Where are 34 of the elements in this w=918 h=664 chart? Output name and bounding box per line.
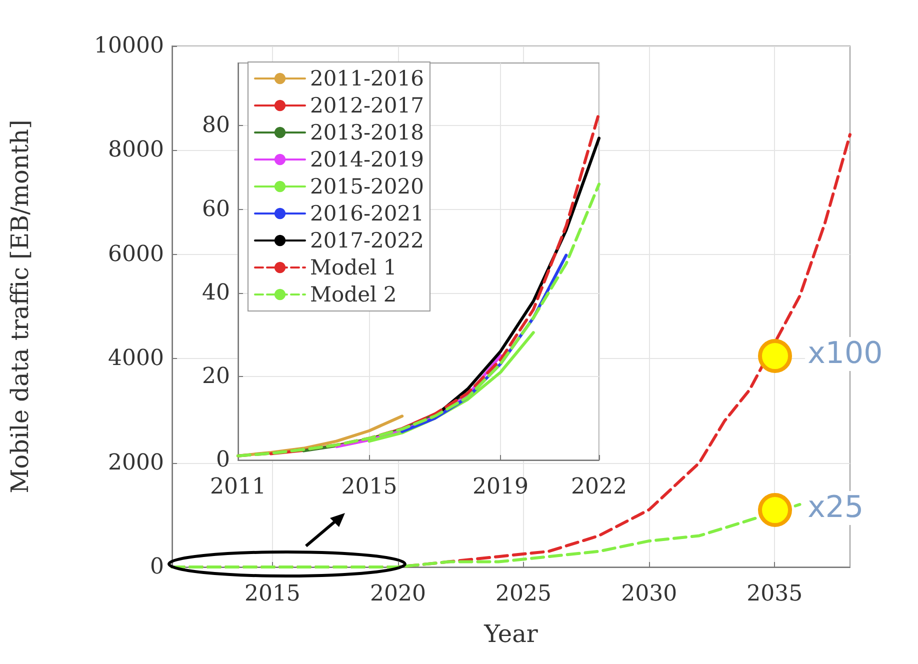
x-axis-title: Year bbox=[483, 620, 538, 648]
y-tick-label: 8000 bbox=[108, 138, 164, 163]
x-tick-label: 2015 bbox=[244, 582, 300, 606]
y-tick-label: 4000 bbox=[108, 346, 164, 372]
legend-label: 2011-2016 bbox=[310, 66, 424, 90]
y-axis-title: Mobile data traffic [EB/month] bbox=[6, 120, 34, 494]
x-tick-label: 2011 bbox=[210, 474, 266, 500]
line-series bbox=[170, 502, 802, 568]
x-tick-label: 2019 bbox=[472, 474, 529, 500]
y-tick-label: 60 bbox=[202, 196, 230, 222]
annotation: x100 bbox=[804, 336, 886, 371]
legend-label: 2014-2019 bbox=[310, 148, 424, 172]
x-tick-label: 2030 bbox=[621, 582, 678, 606]
y-tick-label: 20 bbox=[202, 364, 230, 389]
legend-label: 2017-2022 bbox=[310, 228, 424, 252]
x-tick-label: 2022 bbox=[571, 474, 628, 500]
x-tick-label: 2020 bbox=[370, 582, 426, 606]
legend-label: 2015-2020 bbox=[310, 174, 424, 198]
legend-label: 2013-2018 bbox=[310, 120, 424, 144]
legend-label: Model 2 bbox=[310, 282, 397, 306]
x-tick-label: 2035 bbox=[746, 582, 803, 606]
annotation: x25 bbox=[804, 490, 867, 525]
legend-label: Model 1 bbox=[310, 256, 397, 280]
x-tick-label: 2015 bbox=[341, 474, 398, 500]
y-tick-label: 2000 bbox=[108, 450, 164, 476]
legend-label: 2016-2021 bbox=[310, 202, 424, 226]
y-tick-label: 80 bbox=[202, 113, 230, 138]
x-tick-label: 2025 bbox=[496, 582, 552, 606]
legend-label: 2012-2017 bbox=[310, 94, 424, 118]
y-tick-label: 10000 bbox=[94, 34, 164, 58]
y-tick-label: 6000 bbox=[108, 242, 164, 267]
y-tick-label: 0 bbox=[216, 448, 230, 472]
y-tick-label: 0 bbox=[150, 554, 164, 580]
y-tick-label: 40 bbox=[202, 280, 230, 306]
